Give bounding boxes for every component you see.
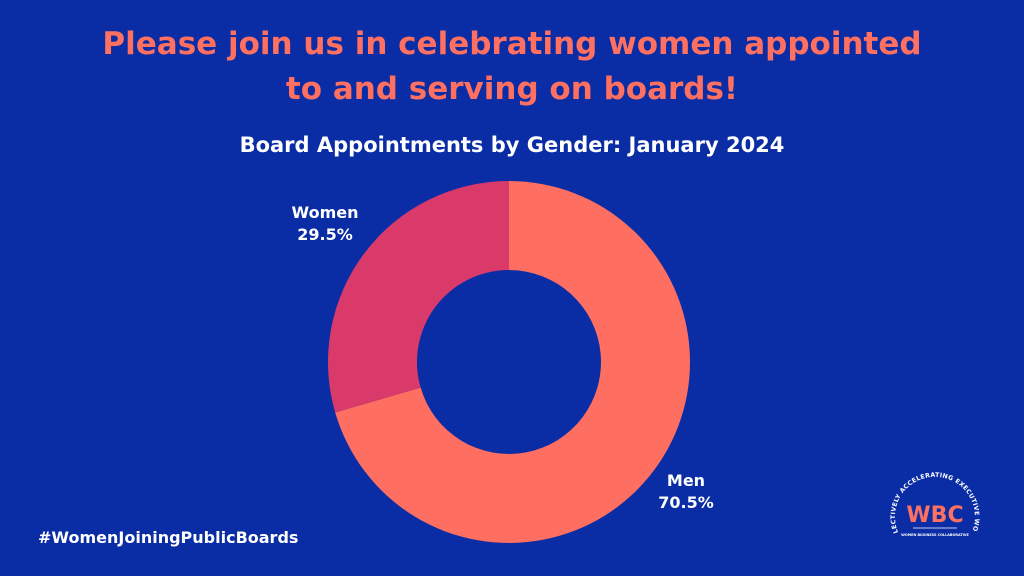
chart-title: Board Appointments by Gender: January 20… [239, 133, 785, 157]
slice-men [335, 181, 691, 543]
women-label-value: 29.5% [297, 225, 353, 244]
headline: Please join us in celebrating women appo… [0, 22, 1024, 112]
men-slice-label: Men 70.5% [631, 470, 741, 514]
headline-line-1: Please join us in celebrating women appo… [102, 26, 922, 62]
women-slice-label: Women 29.5% [270, 202, 380, 246]
men-label-value: 70.5% [658, 493, 714, 512]
logo-acronym: WBC [906, 503, 963, 528]
men-label-name: Men [666, 471, 706, 490]
wbc-logo: COLLECTIVELY ACCELERATING EXECUTIVE WOME… [880, 462, 980, 537]
women-label-name: Women [291, 203, 359, 222]
headline-line-2: to and serving on boards! [285, 71, 739, 107]
hashtag: #WomenJoiningPublicBoards [38, 528, 299, 547]
logo-subtitle: WOMEN BUSINESS COLLABORATIVE [901, 533, 969, 537]
slice-women [328, 181, 509, 413]
